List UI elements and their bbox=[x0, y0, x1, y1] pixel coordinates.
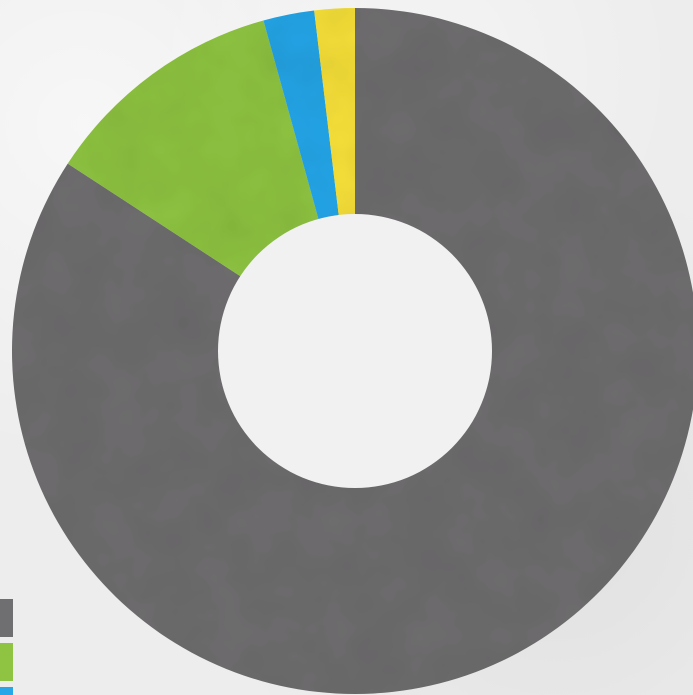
donut-hole bbox=[218, 214, 492, 488]
legend-swatch-blue bbox=[0, 687, 13, 695]
legend-swatch-gray bbox=[0, 599, 13, 637]
legend bbox=[0, 599, 14, 695]
legend-swatch-green bbox=[0, 643, 13, 681]
